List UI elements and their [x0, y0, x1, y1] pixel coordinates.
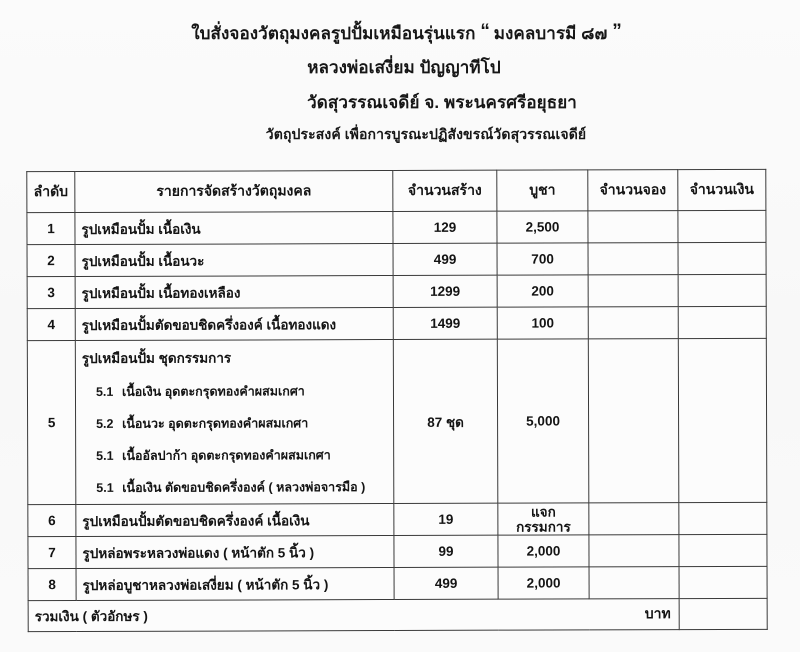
sub-item-label: เนื้อเงิน อุดตะกรุดทองคำผสมเกศา	[121, 384, 305, 399]
sub-item-no: 5.1	[96, 480, 114, 495]
row-description: รูปหล่อพระหลวงพ่อแดง ( หน้าตัก 5 นิ้ว )	[75, 535, 395, 569]
row-quantity-reserved-input[interactable]	[589, 566, 680, 599]
column-header-price: บูชา	[496, 169, 588, 212]
table-header-row: ลำดับ รายการจัดสร้างวัตถุมงคล จำนวนสร้าง…	[26, 169, 766, 213]
order-table-container: ลำดับ รายการจัดสร้างวัตถุมงคล จำนวนสร้าง…	[26, 168, 768, 633]
document-title-line-1: ใบสั่งจองวัตถุมงคลรูปปั้มเหมือนรุ่นแรก “…	[0, 22, 800, 44]
total-amount-input[interactable]	[679, 598, 768, 630]
row-price-group: แจก กรรมการ	[497, 502, 589, 536]
sub-item: 5.2 เนื้อนวะ อุดตะกรุดทองคำผสมเกศา	[82, 415, 387, 432]
row-description: รูปเหมือนปั้ม เนื้อนวะ	[75, 243, 394, 277]
row-no: 4	[27, 308, 76, 341]
row-amount-input[interactable]	[678, 274, 767, 307]
row-price: 700	[497, 242, 589, 276]
row-amount-input[interactable]	[678, 338, 767, 503]
total-currency-unit: บาท	[644, 605, 671, 622]
row-description: รูปเหมือนปั้ม ชุดกรรมการ	[81, 350, 232, 366]
row-quantity-reserved-input[interactable]	[587, 210, 679, 243]
row-amount-input[interactable]	[679, 566, 768, 599]
row-no: 3	[27, 276, 76, 309]
row-amount-input[interactable]	[678, 502, 767, 535]
table-total-row: รวมเงิน ( ตัวอักษร ) บาท	[28, 598, 768, 632]
row-no: 1	[26, 212, 76, 245]
row-no: 8	[28, 568, 77, 601]
order-table: ลำดับ รายการจัดสร้างวัตถุมงคล จำนวนสร้าง…	[26, 168, 768, 633]
row-quantity-reserved-input[interactable]	[588, 338, 679, 503]
row-quantity-made: 1299	[393, 275, 498, 308]
sub-item: 5.1 เนื้อเงิน ตัดขอบชิดครึ่งองค์ ( หลวงพ่…	[82, 479, 387, 496]
row-quantity-made: 129	[392, 211, 498, 244]
row-price: 200	[497, 274, 589, 308]
row-description-group: รูปเหมือนปั้ม ชุดกรรมการ 5.1 เนื้อเงิน อุ…	[75, 339, 394, 505]
row-price: 5,000	[497, 338, 589, 504]
sub-item-no: 5.1	[96, 448, 114, 463]
row-no: 7	[27, 536, 77, 569]
sub-item: 5.1 เนื้ออัลปาก้า อุดตะกรุดทองคำผสมเกศา	[82, 447, 387, 464]
row-quantity-reserved-input[interactable]	[588, 306, 679, 339]
table-body: 1 รูปเหมือนปั้ม เนื้อเงิน 129 2,500 2 รู…	[26, 210, 768, 632]
total-label-cell: รวมเงิน ( ตัวอักษร ) บาท	[28, 598, 680, 632]
row-quantity-made: 1499	[393, 307, 498, 340]
column-header-description: รายการจัดสร้างวัตถุมงคล	[74, 170, 393, 213]
title-series-name: มงคลบารมี ๘๗	[493, 24, 608, 43]
total-label: รวมเงิน ( ตัวอักษร )	[34, 608, 148, 625]
row-quantity-reserved-input[interactable]	[588, 502, 679, 535]
table-row: 8 รูปหล่อบูชาหลวงพ่อเสงี่ยม ( หน้าตัก 5 …	[28, 566, 768, 601]
sub-item-no: 5.1	[95, 384, 114, 399]
document-title-line-3: วัดสุวรรณเจดีย์ จ. พระนครศรีอยุธยา	[307, 93, 577, 112]
table-row: 4 รูปเหมือนปั้มตัดขอบชิดครึ่งองค์ เนื้อท…	[27, 306, 767, 341]
row-quantity-made: 19	[393, 503, 498, 536]
title-main-text: ใบสั่งจองวัตถุมงคลรูปปั้มเหมือนรุ่นแรก	[191, 24, 476, 43]
open-quote: “	[480, 21, 489, 42]
column-header-amount: จำนวนเงิน	[677, 169, 766, 211]
sub-item-label: เนื้ออัลปาก้า อุดตะกรุดทองคำผสมเกศา	[122, 448, 331, 463]
row-price: 100	[497, 306, 589, 340]
row-quantity-made: 499	[394, 567, 499, 600]
row-quantity-made: 87 ชุด	[393, 339, 498, 504]
row-amount-input[interactable]	[677, 210, 767, 243]
row-no: 2	[27, 244, 76, 277]
table-row: 1 รูปเหมือนปั้ม เนื้อเงิน 129 2,500	[26, 210, 767, 245]
row-price: 2,000	[498, 566, 590, 600]
row-description: รูปเหมือนปั้มตัดขอบชิดครึ่งองค์ เนื้อเงิ…	[75, 503, 394, 537]
document-purpose-line: วัตถุประสงค์ เพื่อการบูรณะปฏิสังขรณ์วัดส…	[265, 126, 587, 142]
row-price-line-1: แจก	[530, 504, 556, 520]
table-row: 7 รูปหล่อพระหลวงพ่อแดง ( หน้าตัก 5 นิ้ว …	[27, 534, 768, 569]
row-description: รูปเหมือนปั้ม เนื้อทองเหลือง	[75, 275, 394, 309]
sub-item: 5.1 เนื้อเงิน อุดตะกรุดทองคำผสมเกศา	[82, 383, 387, 400]
table-row-committee-set: 5 รูปเหมือนปั้ม ชุดกรรมการ 5.1 เนื้อเงิน …	[27, 338, 767, 505]
row-price: 2,000	[497, 534, 590, 568]
table-header: ลำดับ รายการจัดสร้างวัตถุมงคล จำนวนสร้าง…	[26, 169, 766, 213]
row-amount-input[interactable]	[678, 242, 767, 275]
document-title-line-2: หลวงพ่อเสงี่ยม ปัญญาทีโป	[307, 58, 501, 77]
row-quantity-reserved-input[interactable]	[588, 534, 680, 567]
row-quantity-made: 99	[393, 535, 499, 568]
sub-item-no: 5.2	[96, 416, 114, 431]
table-row: 3 รูปเหมือนปั้ม เนื้อทองเหลือง 1299 200	[27, 274, 767, 309]
row-amount-input[interactable]	[678, 306, 767, 339]
row-amount-input[interactable]	[678, 534, 768, 567]
row-description: รูปเหมือนปั้ม เนื้อเงิน	[74, 211, 394, 245]
column-header-quantity-reserved: จำนวนจอง	[587, 169, 678, 211]
sub-item-list: 5.1 เนื้อเงิน อุดตะกรุดทองคำผสมเกศา 5.2 เน…	[82, 383, 387, 496]
close-quote: ”	[612, 21, 621, 42]
row-no: 6	[27, 504, 76, 537]
row-quantity-reserved-input[interactable]	[588, 274, 679, 307]
sub-item-label: เนื้อนวะ อุดตะกรุดทองคำผสมเกศา	[122, 416, 309, 431]
table-row: 6 รูปเหมือนปั้มตัดขอบชิดครึ่งองค์ เนื้อเ…	[27, 502, 767, 537]
column-header-no: ลำดับ	[26, 171, 75, 213]
row-price-line-2: กรรมการ	[516, 518, 571, 535]
document-headings: ใบสั่งจองวัตถุมงคลรูปปั้มเหมือนรุ่นแรก “…	[0, 0, 800, 143]
row-description: รูปเหมือนปั้มตัดขอบชิดครึ่งองค์ เนื้อทอง…	[75, 307, 394, 341]
row-quantity-made: 499	[393, 243, 498, 276]
row-description: รูปหล่อบูชาหลวงพ่อเสงี่ยม ( หน้าตัก 5 นิ…	[76, 567, 395, 601]
column-header-quantity-made: จำนวนสร้าง	[392, 170, 497, 212]
table-row: 2 รูปเหมือนปั้ม เนื้อนวะ 499 700	[27, 242, 767, 277]
row-no: 5	[27, 340, 76, 505]
row-quantity-reserved-input[interactable]	[588, 242, 679, 275]
sub-item-label: เนื้อเงิน ตัดขอบชิดครึ่งองค์ ( หลวงพ่อจา…	[122, 480, 366, 495]
row-price: 2,500	[496, 210, 589, 244]
